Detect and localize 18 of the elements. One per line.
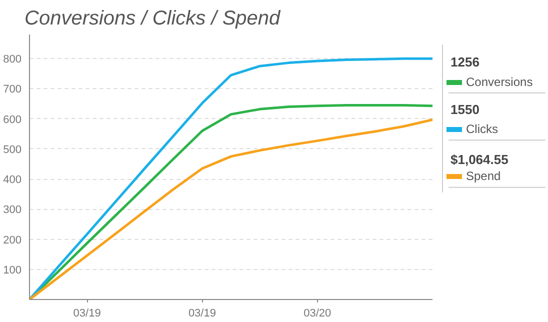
y-tick-label: 600 [3, 114, 22, 126]
y-tick-label: 200 [3, 234, 22, 246]
y-tick-label: 400 [3, 174, 22, 186]
y-tick-label: 500 [3, 144, 22, 156]
text: 1256 [450, 54, 480, 70]
text: 1550 [450, 102, 480, 117]
x-tick-label: 03/19 [73, 308, 101, 320]
legend-label: Conversions [466, 74, 533, 88]
y-tick-label: 300 [3, 204, 22, 216]
y-tick-label: 800 [3, 54, 22, 66]
legend-label: Clicks [466, 122, 498, 136]
chart-title: Conversions / Clicks / Spend [24, 8, 282, 30]
y-tick-label: 100 [3, 264, 22, 276]
text: $1,064.55 [450, 152, 508, 168]
x-tick-label: 03/20 [304, 308, 332, 320]
x-tick-label: 03/19 [188, 308, 216, 320]
legend-label: Spend [466, 168, 501, 182]
y-tick-label: 700 [3, 84, 22, 96]
